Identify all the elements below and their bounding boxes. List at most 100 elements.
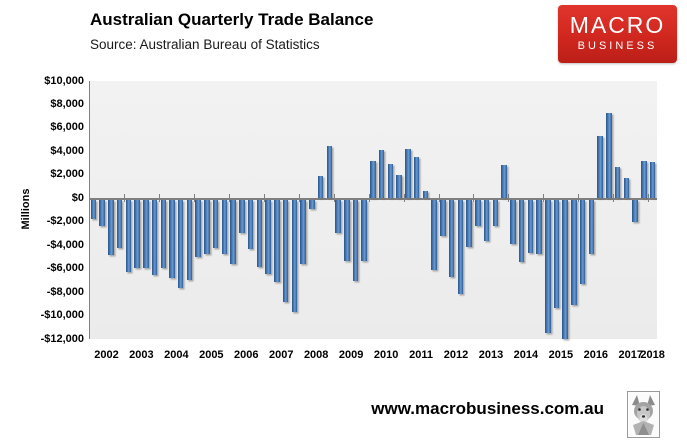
bar-2017Q4	[641, 160, 647, 199]
x-tick-label-2006: 2006	[234, 349, 259, 361]
bar-2005Q4	[221, 199, 228, 254]
bar-2016Q4	[606, 112, 612, 199]
bar-2014Q2	[518, 199, 525, 262]
y-tick-label: -$12,000	[40, 332, 84, 345]
y-tick-label: $6,000	[50, 121, 84, 134]
x-tick-label-2011: 2011	[409, 349, 433, 361]
bar-2004Q3	[177, 199, 184, 288]
x-tick-label-2009: 2009	[338, 349, 364, 361]
bar-2003Q4	[151, 199, 158, 275]
bar-2015Q1	[545, 199, 551, 334]
bar-2010Q3	[387, 164, 394, 199]
year-tick	[333, 194, 335, 203]
bar-2007Q2	[274, 199, 280, 282]
bar-2011Q3	[422, 191, 429, 199]
bar-2005Q1	[195, 199, 201, 258]
bar-2003Q1	[125, 199, 132, 273]
bar-2009Q2	[344, 199, 350, 261]
y-tick-label: $4,000	[50, 144, 84, 157]
y-tick-label: -$10,000	[40, 309, 84, 322]
bar-2014Q3	[527, 199, 534, 253]
bar-2003Q3	[143, 199, 149, 268]
x-tick-label-2012: 2012	[443, 349, 469, 361]
bar-2009Q4	[361, 199, 367, 261]
year-tick	[438, 194, 440, 203]
plot-area	[89, 81, 657, 340]
bar-2006Q1	[230, 199, 236, 265]
bar-2012Q4	[466, 199, 472, 247]
macrobusiness-logo: MACRO BUSINESS	[558, 5, 677, 63]
footer-url: www.macrobusiness.com.au	[371, 399, 604, 418]
bar-2017Q1	[614, 166, 621, 199]
bar-2005Q2	[204, 199, 210, 254]
year-tick	[193, 194, 195, 203]
year-tick	[578, 194, 580, 203]
bar-2009Q3	[352, 199, 359, 281]
bar-2004Q2	[169, 199, 175, 279]
bar-2017Q3	[632, 199, 638, 223]
bar-2008Q3	[317, 176, 324, 199]
x-tick-label-2014: 2014	[513, 349, 539, 361]
chart-title: Australian Quarterly Trade Balance	[90, 10, 374, 29]
y-tick-label: $2,000	[50, 168, 84, 181]
bar-2015Q4	[571, 199, 577, 306]
bar-2003Q2	[134, 199, 140, 268]
bar-2012Q3	[457, 199, 464, 294]
bar-2015Q3	[562, 199, 568, 340]
zero-axis-line	[89, 198, 657, 200]
bar-2002Q4	[116, 199, 123, 248]
y-axis-line	[89, 81, 90, 339]
x-tick-label-2015: 2015	[548, 349, 574, 361]
bar-2006Q3	[247, 199, 254, 250]
x-tick-label-2008: 2008	[303, 349, 329, 361]
bar-2012Q1	[440, 199, 446, 237]
bar-2004Q4	[186, 199, 193, 280]
bar-2011Q2	[413, 157, 420, 199]
bar-2015Q2	[553, 199, 560, 308]
bar-2013Q3	[492, 199, 499, 226]
y-tick-label: $10,000	[44, 74, 84, 87]
year-tick	[543, 194, 545, 203]
x-tick-label-2013: 2013	[478, 349, 504, 361]
x-tick-label-2017: 2017	[618, 349, 644, 361]
bar-2013Q2	[483, 199, 490, 241]
bar-2007Q4	[291, 199, 298, 313]
x-tick-label-2004: 2004	[164, 349, 189, 361]
bar-2008Q2	[309, 199, 315, 210]
logo-text-macro: MACRO	[569, 12, 666, 38]
y-tick-label: -$6,000	[46, 262, 84, 275]
bar-2016Q3	[597, 136, 603, 199]
year-tick	[228, 194, 230, 203]
y-tick-label: $0	[71, 191, 84, 204]
y-tick-label: $8,000	[50, 97, 84, 110]
year-tick	[368, 194, 370, 203]
year-tick	[403, 194, 405, 203]
bar-2011Q1	[405, 149, 411, 199]
bar-2010Q4	[396, 174, 402, 199]
bar-2004Q1	[160, 199, 166, 268]
bar-2009Q1	[335, 199, 341, 233]
bar-2016Q1	[579, 199, 586, 285]
bar-2002Q2	[99, 199, 105, 226]
bar-2007Q3	[282, 199, 289, 302]
year-tick	[508, 194, 510, 203]
chart-source: Source: Australian Bureau of Statistics	[90, 37, 320, 52]
y-tick-label: -$2,000	[46, 215, 84, 228]
bar-2018Q1	[649, 161, 656, 199]
bar-2006Q4	[256, 199, 263, 267]
x-tick-label-2002: 2002	[94, 349, 119, 361]
bar-2017Q2	[623, 178, 630, 199]
y-tick-label: -$8,000	[46, 285, 84, 298]
bar-2014Q1	[510, 199, 516, 245]
wolf-logo	[627, 391, 660, 438]
x-tick-label-2005: 2005	[199, 349, 224, 361]
year-tick	[263, 194, 265, 203]
bar-2013Q4	[501, 165, 507, 199]
bar-2008Q4	[326, 145, 333, 199]
x-tick-label-2010: 2010	[373, 349, 399, 361]
year-tick	[123, 194, 125, 203]
year-tick	[473, 194, 475, 203]
bar-2011Q4	[431, 199, 437, 271]
logo-text-business: BUSINESS	[577, 40, 658, 52]
